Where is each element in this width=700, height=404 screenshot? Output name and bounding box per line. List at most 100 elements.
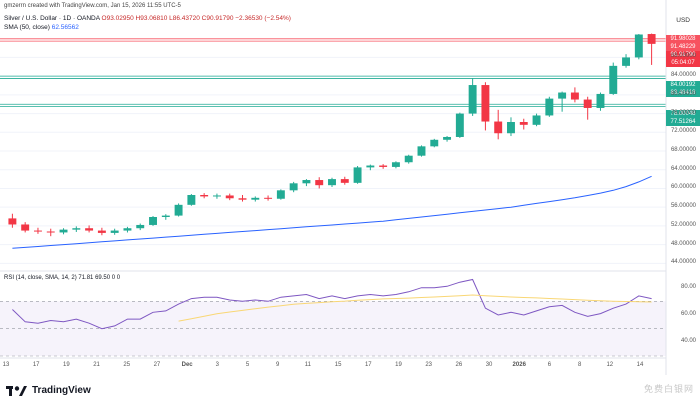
rsi-legend: RSI (14, close, SMA, 14, 2) 71.81 69.50 … (4, 275, 120, 281)
candle-body (430, 139, 439, 147)
candle-body (315, 180, 324, 186)
price-tag: 77.51264 (666, 118, 700, 126)
candle-body (136, 224, 145, 229)
candle-body (200, 195, 209, 197)
candle-body (507, 122, 515, 134)
price-axis-label: 72.00000 (670, 128, 696, 135)
candle-body (238, 198, 247, 200)
sma-value: 62.56562 (51, 24, 79, 31)
price-axis-label: 84.00000 (670, 72, 696, 79)
candle-body (545, 98, 554, 116)
candle-body (46, 231, 55, 233)
candle-body (251, 197, 260, 200)
time-axis-label: 19 (395, 362, 402, 368)
time-axis-label: 8 (577, 362, 582, 368)
candle-body (123, 228, 132, 231)
candle-body (481, 85, 490, 122)
currency-label[interactable]: USD (676, 17, 690, 24)
symbol-name[interactable]: Silver / U.S. Dollar · 1D · OANDA (4, 15, 100, 22)
chart-header: gmzerrn created with TradingView.com, Ja… (4, 3, 181, 9)
ohlc-values: O93.02950 H93.06810 L86.43720 C90.91790 … (101, 15, 291, 22)
candle-body (174, 204, 183, 216)
candle-body (225, 195, 234, 199)
rsi-line (12, 278, 652, 330)
price-axis-label: 52.00000 (670, 221, 696, 228)
price-axis-label: 76.00000 (670, 109, 696, 116)
rsi-axis-label: 60.00 (680, 311, 696, 317)
legend-sma-row: SMA (50, close) 62.56562 (4, 23, 291, 32)
time-axis-label: 3 (215, 362, 219, 368)
candle-body (519, 122, 528, 125)
candle-body (583, 99, 592, 108)
price-axis-label: 68.00000 (670, 147, 696, 154)
time-axis-label: 17 (32, 362, 40, 368)
candle-body (340, 179, 349, 183)
rsi-axis-label: 80.00 (680, 283, 696, 290)
candle-body (110, 230, 119, 233)
time-axis-label: 30 (485, 362, 493, 368)
time-axis-label: 12 (606, 362, 614, 368)
candle-body (391, 162, 400, 167)
time-axis-label: 27 (153, 362, 161, 368)
time-axis-label: 23 (425, 362, 432, 368)
rsi-ma-line (178, 294, 652, 322)
time-axis-label: 17 (364, 362, 372, 368)
tradingview-logo-icon (6, 385, 27, 396)
time-axis-label: Dec (181, 362, 193, 368)
candle-body (353, 167, 362, 183)
price-axis-label: 48.00000 (670, 240, 696, 247)
price-tag: 91.48229 (666, 43, 700, 51)
candle-body (570, 92, 579, 100)
time-axis-label: 9 (276, 362, 280, 368)
time-axis-label: 11 (304, 362, 312, 368)
candle-body (59, 229, 68, 233)
candle-body (596, 93, 605, 108)
legend-symbol-row: Silver / U.S. Dollar · 1D · OANDA O93.02… (4, 14, 291, 23)
candle-body (21, 224, 30, 231)
candle-body (532, 115, 541, 125)
candles-group (8, 33, 656, 237)
tradingview-logo[interactable]: TradingView (6, 385, 91, 397)
price-tag: 90.91790 (666, 51, 700, 59)
candle-body (85, 228, 94, 231)
time-axis-label: 5 (245, 362, 250, 368)
candle-body (264, 197, 273, 199)
time-axis-label: 26 (455, 362, 463, 368)
price-axis-label: 56.00000 (670, 203, 696, 210)
rsi-extra-1: 0 (111, 275, 116, 281)
candle-body (455, 113, 464, 137)
time-axis-label: 2026 (512, 362, 526, 368)
price-tag: 83.48418 (666, 89, 700, 97)
footer-brand: TradingView (32, 385, 91, 396)
rsi-label[interactable]: RSI (14, close, SMA, 14, 2) (4, 275, 77, 281)
candle-body (366, 165, 375, 168)
price-axis-label: 60.00000 (670, 184, 696, 191)
candle-body (622, 57, 631, 66)
time-axis-label: 14 (636, 362, 644, 368)
candle-body (8, 218, 17, 225)
candle-body (379, 165, 388, 167)
price-axis-label: 88.00000 (670, 53, 696, 60)
sma-line (12, 175, 652, 249)
candle-body (634, 34, 643, 58)
time-axis-label: 19 (63, 362, 70, 368)
candle-body (558, 92, 567, 99)
sma-path (12, 175, 652, 249)
candle-body (417, 146, 426, 156)
candle-body (468, 85, 477, 114)
rsi-value: 71.81 (78, 275, 94, 281)
sma-label[interactable]: SMA (50, close) (4, 24, 50, 31)
candle-body (609, 65, 618, 94)
price-tag: 84.00192 (666, 81, 700, 89)
footer: TradingView (0, 377, 700, 404)
legend: Silver / U.S. Dollar · 1D · OANDA O93.02… (4, 14, 291, 32)
candle-body (443, 136, 452, 140)
time-axis-label: 21 (93, 362, 100, 368)
price-axis-label: 64.00000 (670, 165, 696, 172)
candle-body (33, 230, 42, 232)
candle-body (187, 195, 196, 205)
price-tag: 91.98028 (666, 35, 700, 43)
candle-body (161, 215, 170, 217)
rsi-axis-label: 40.00 (680, 338, 696, 345)
